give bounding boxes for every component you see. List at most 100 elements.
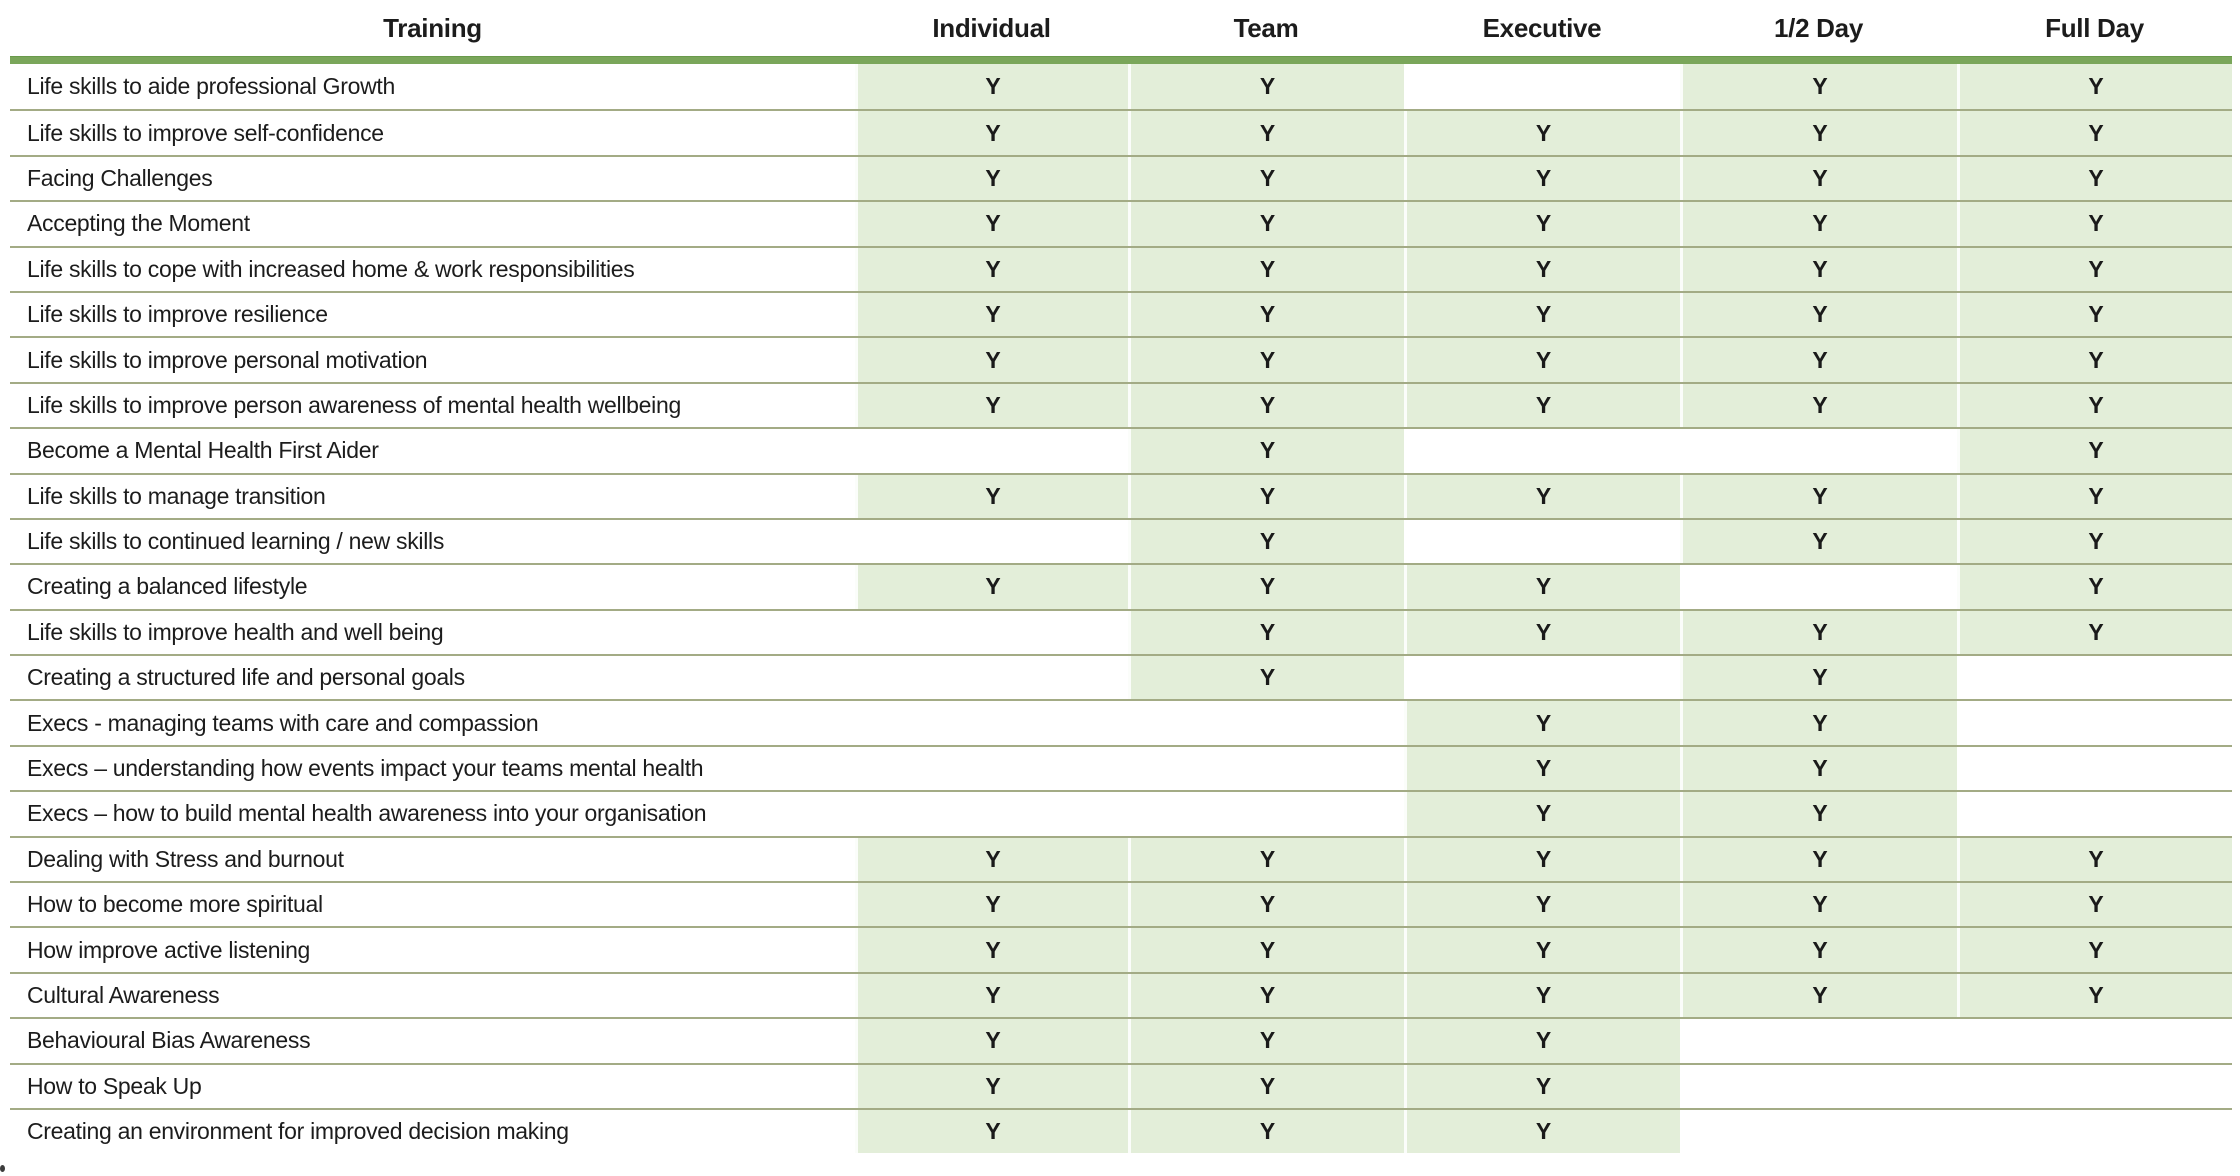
mark-cell-half-day: Y — [1680, 837, 1957, 882]
table-row: How improve active listening Y Y Y Y Y — [10, 926, 2232, 972]
mark-cell-team: Y — [1128, 837, 1404, 882]
mark-cell-individual: Y — [855, 837, 1128, 882]
table-header-row: Training Individual Team Executive 1/2 D… — [10, 0, 2232, 56]
table-row: Accepting the Moment Y Y Y Y Y — [10, 200, 2232, 246]
mark-cell-individual — [855, 519, 1128, 564]
column-header-team: Team — [1233, 12, 1299, 43]
training-row-label: Dealing with Stress and burnout — [27, 845, 344, 872]
mark-cell-individual: Y — [855, 565, 1128, 609]
training-row-label: How to become more spiritual — [27, 891, 323, 918]
stray-mark — [0, 1165, 5, 1172]
training-row-label: Cultural Awareness — [27, 982, 220, 1008]
training-row-label: Become a Mental Health First Aider — [27, 437, 379, 464]
training-row-label: Facing Challenges — [27, 164, 213, 191]
mark-cell-executive: Y — [1404, 247, 1680, 291]
mark-cell-team — [1128, 701, 1404, 745]
mark-cell-team — [1128, 746, 1404, 791]
mark-cell-team: Y — [1128, 202, 1404, 246]
table-row: Become a Mental Health First Aider Y Y — [10, 427, 2232, 473]
training-row-label: Execs – how to build mental health aware… — [27, 800, 707, 827]
mark-cell-individual: Y — [855, 202, 1128, 246]
mark-cell-full-day — [1957, 1109, 2232, 1154]
table-row: How to become more spiritual Y Y Y Y Y — [10, 881, 2232, 927]
mark-cell-full-day: Y — [1957, 973, 2232, 1018]
mark-cell-individual — [855, 610, 1128, 655]
training-row-label: Life skills to aide professional Growth — [27, 73, 395, 100]
mark-cell-individual — [855, 429, 1128, 473]
mark-cell-individual: Y — [855, 928, 1128, 972]
column-header-executive: Executive — [1482, 12, 1602, 43]
mark-cell-full-day: Y — [1957, 610, 2232, 655]
mark-cell-half-day: Y — [1680, 292, 1957, 337]
mark-cell-executive — [1404, 429, 1680, 473]
mark-cell-individual — [855, 792, 1128, 836]
mark-cell-full-day: Y — [1957, 474, 2232, 518]
table-row: Behavioural Bias Awareness Y Y Y — [10, 1017, 2232, 1063]
table-row: Life skills to continued learning / new … — [10, 517, 2232, 564]
mark-cell-executive: Y — [1404, 928, 1680, 972]
mark-cell-executive: Y — [1404, 156, 1680, 201]
mark-cell-full-day: Y — [1957, 519, 2232, 564]
mark-cell-half-day: Y — [1680, 111, 1957, 155]
mark-cell-half-day: Y — [1680, 792, 1957, 836]
mark-cell-full-day — [1957, 656, 2232, 700]
table-row: Life skills to manage transition Y Y Y Y Y — [10, 472, 2232, 518]
table-row: Creating a balanced lifestyle Y Y Y Y — [10, 563, 2232, 609]
training-row-label: Creating a structured life and personal … — [27, 664, 465, 691]
mark-cell-full-day — [1957, 746, 2232, 791]
mark-cell-executive: Y — [1404, 383, 1680, 428]
training-row-label: Creating an environment for improved dec… — [27, 1118, 569, 1145]
mark-cell-full-day — [1957, 792, 2232, 836]
mark-cell-half-day — [1680, 429, 1957, 473]
table-row: Facing Challenges Y Y Y Y Y — [10, 154, 2232, 201]
mark-cell-full-day — [1957, 1064, 2232, 1108]
mark-cell-individual: Y — [855, 883, 1128, 927]
mark-cell-executive: Y — [1404, 474, 1680, 518]
mark-cell-team: Y — [1128, 156, 1404, 201]
table-row: Dealing with Stress and burnout Y Y Y Y Y — [10, 835, 2232, 882]
training-row-label: Life skills to improve personal motivati… — [27, 346, 428, 373]
mark-cell-half-day: Y — [1680, 656, 1957, 700]
mark-cell-team: Y — [1128, 973, 1404, 1018]
mark-cell-executive: Y — [1404, 1019, 1680, 1063]
mark-cell-half-day: Y — [1680, 247, 1957, 291]
mark-cell-full-day — [1957, 701, 2232, 745]
mark-cell-team: Y — [1128, 1019, 1404, 1063]
mark-cell-full-day: Y — [1957, 928, 2232, 972]
mark-cell-team: Y — [1128, 338, 1404, 382]
mark-cell-executive — [1404, 64, 1680, 110]
mark-cell-executive — [1404, 656, 1680, 700]
mark-cell-team: Y — [1128, 474, 1404, 518]
mark-cell-half-day: Y — [1680, 883, 1957, 927]
mark-cell-half-day — [1680, 1019, 1957, 1063]
mark-cell-team: Y — [1128, 656, 1404, 700]
mark-cell-half-day: Y — [1680, 701, 1957, 745]
table-row: Execs - managing teams with care and com… — [10, 699, 2232, 745]
mark-cell-individual: Y — [855, 111, 1128, 155]
mark-cell-half-day: Y — [1680, 746, 1957, 791]
mark-cell-executive: Y — [1404, 292, 1680, 337]
table-row: Life skills to improve personal motivati… — [10, 336, 2232, 382]
mark-cell-executive: Y — [1404, 883, 1680, 927]
training-row-label: Life skills to improve health and well b… — [27, 618, 444, 645]
mark-cell-half-day: Y — [1680, 156, 1957, 201]
training-row-label: Behavioural Bias Awareness — [27, 1027, 311, 1054]
mark-cell-individual: Y — [855, 474, 1128, 518]
mark-cell-individual: Y — [855, 1109, 1128, 1154]
training-row-label: Execs – understanding how events impact … — [27, 755, 704, 782]
column-header-full-day: Full Day — [2045, 12, 2144, 43]
mark-cell-individual: Y — [855, 1019, 1128, 1063]
mark-cell-individual: Y — [855, 338, 1128, 382]
header-accent-bar — [10, 56, 2232, 64]
mark-cell-executive: Y — [1404, 565, 1680, 609]
table-row: Creating an environment for improved dec… — [10, 1107, 2232, 1154]
mark-cell-full-day: Y — [1957, 338, 2232, 382]
mark-cell-full-day — [1957, 1019, 2232, 1063]
mark-cell-executive: Y — [1404, 837, 1680, 882]
mark-cell-team: Y — [1128, 1064, 1404, 1108]
table-row: Execs – understanding how events impact … — [10, 744, 2232, 791]
mark-cell-executive — [1404, 519, 1680, 564]
mark-cell-executive: Y — [1404, 202, 1680, 246]
mark-cell-team — [1128, 792, 1404, 836]
mark-cell-individual: Y — [855, 64, 1128, 110]
